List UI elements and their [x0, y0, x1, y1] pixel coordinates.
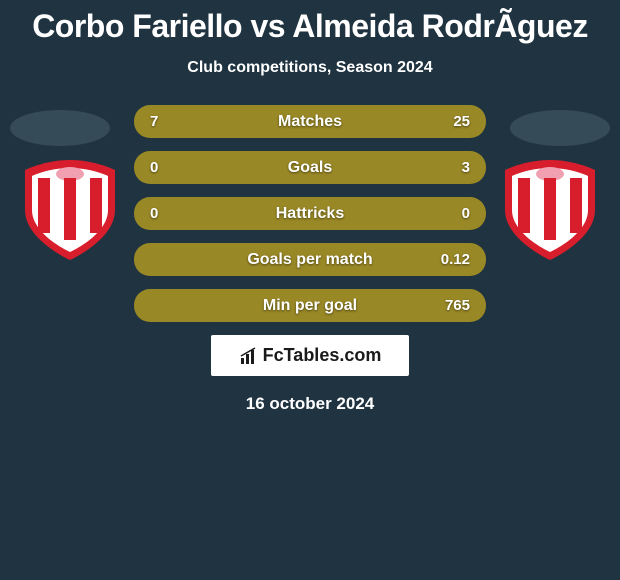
shield-icon	[500, 160, 600, 260]
stat-row: 0 Hattricks 0	[134, 197, 486, 230]
stat-label: Matches	[134, 113, 486, 131]
stat-right-value: 0.12	[441, 251, 470, 268]
brand-logo-box: FcTables.com	[211, 335, 410, 376]
stat-label: Min per goal	[134, 297, 486, 315]
stat-label: Hattricks	[134, 205, 486, 223]
brand-text: FcTables.com	[263, 345, 382, 366]
stat-right-value: 0	[462, 205, 470, 222]
stat-row: 7 Matches 25	[134, 105, 486, 138]
player-right-ellipse	[510, 110, 610, 146]
stat-right-value: 3	[462, 159, 470, 176]
stat-rows: 7 Matches 25 0 Goals 3 0 Hattricks 0 Goa…	[134, 105, 486, 322]
stat-label: Goals per match	[134, 251, 486, 269]
footer-date: 16 october 2024	[0, 394, 620, 414]
subtitle: Club competitions, Season 2024	[0, 59, 620, 77]
stat-left-value: 7	[150, 113, 158, 130]
stat-row: 0 Goals 3	[134, 151, 486, 184]
stat-right-value: 25	[453, 113, 470, 130]
stat-right-value: 765	[445, 297, 470, 314]
brand-logo-content: FcTables.com	[239, 345, 382, 366]
shield-icon	[20, 160, 120, 260]
stat-row: Min per goal 765	[134, 289, 486, 322]
chart-icon	[239, 346, 259, 366]
main-content: 7 Matches 25 0 Goals 3 0 Hattricks 0 Goa…	[0, 105, 620, 414]
container: Corbo Fariello vs Almeida RodrÃ­guez Clu…	[0, 0, 620, 414]
stat-left-value: 0	[150, 205, 158, 222]
footer: FcTables.com 16 october 2024	[0, 335, 620, 414]
stat-left-value: 0	[150, 159, 158, 176]
stat-row: Goals per match 0.12	[134, 243, 486, 276]
stat-label: Goals	[134, 159, 486, 177]
page-title: Corbo Fariello vs Almeida RodrÃ­guez	[0, 8, 620, 45]
player-left-ellipse	[10, 110, 110, 146]
team-badge-left	[20, 160, 120, 260]
team-badge-right	[500, 160, 600, 260]
